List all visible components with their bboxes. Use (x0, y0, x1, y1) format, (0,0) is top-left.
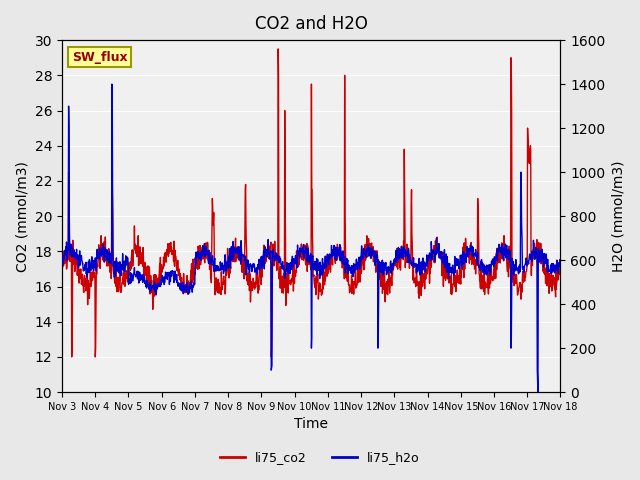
Title: CO2 and H2O: CO2 and H2O (255, 15, 368, 33)
Legend: li75_co2, li75_h2o: li75_co2, li75_h2o (215, 446, 425, 469)
Y-axis label: CO2 (mmol/m3): CO2 (mmol/m3) (15, 161, 29, 272)
X-axis label: Time: Time (294, 418, 328, 432)
Y-axis label: H2O (mmol/m3): H2O (mmol/m3) (611, 160, 625, 272)
Text: SW_flux: SW_flux (72, 51, 127, 64)
